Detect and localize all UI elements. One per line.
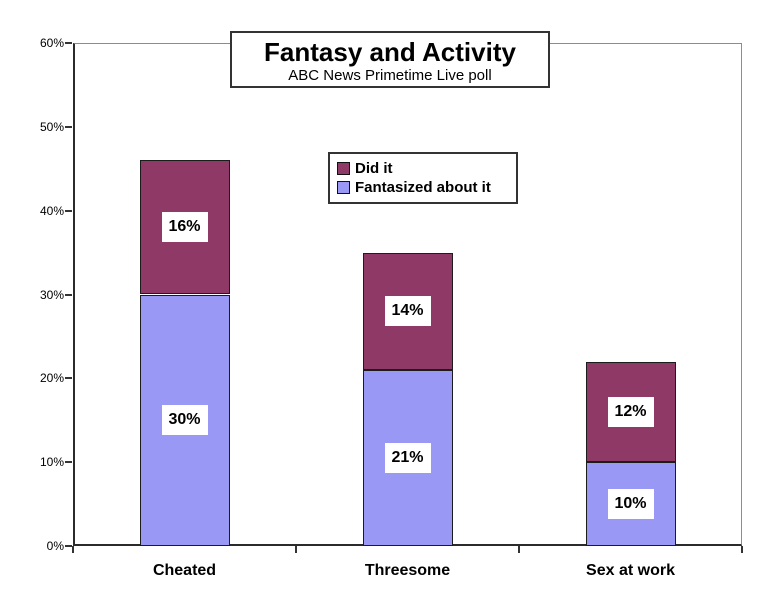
bar-value-label: 10% [607, 489, 654, 520]
y-axis-label: 10% [39, 455, 64, 470]
legend: Did it Fantasized about it [328, 152, 518, 204]
x-axis-category-label: Threesome [364, 562, 451, 579]
legend-swatch-did-it-icon [337, 162, 350, 175]
y-axis-label: 60% [39, 36, 64, 50]
legend-swatch-fantasized-icon [337, 181, 350, 194]
legend-label-fantasized: Fantasized about it [355, 179, 491, 196]
y-axis-label: 40% [39, 203, 64, 218]
bar-value-label: 12% [607, 396, 654, 427]
bar-value-label: 21% [384, 442, 431, 473]
x-axis-tick-icon [72, 546, 74, 553]
x-axis-tick-icon [741, 546, 743, 553]
legend-item-fantasized: Fantasized about it [337, 179, 509, 196]
bar-value-label: 14% [384, 296, 431, 327]
chart-title-box: Fantasy and Activity ABC News Primetime … [230, 31, 550, 88]
x-axis-tick-icon [518, 546, 520, 553]
legend-item-did-it: Did it [337, 160, 509, 177]
bar-value-label: 30% [161, 405, 208, 436]
x-axis-tick-icon [295, 546, 297, 553]
y-axis-label: 50% [39, 119, 64, 134]
chart-title: Fantasy and Activity [264, 37, 516, 67]
x-axis-category-label: Cheated [152, 562, 217, 579]
x-axis-category-label: Sex at work [586, 562, 675, 579]
y-axis-tick-icon [65, 461, 72, 464]
y-axis-label: 20% [39, 371, 64, 386]
y-axis-tick-icon [65, 293, 72, 296]
bar-value-label: 16% [161, 212, 208, 243]
y-axis-tick-icon [65, 42, 72, 44]
y-axis-tick-icon [65, 545, 72, 547]
y-axis-tick-icon [65, 125, 72, 128]
y-axis-label: 30% [39, 287, 64, 302]
y-axis-label: 0% [46, 539, 64, 553]
chart-subtitle: ABC News Primetime Live poll [288, 67, 492, 84]
y-axis-tick-icon [65, 209, 72, 212]
y-axis-tick-icon [65, 377, 72, 380]
legend-label-did-it: Did it [355, 160, 393, 177]
